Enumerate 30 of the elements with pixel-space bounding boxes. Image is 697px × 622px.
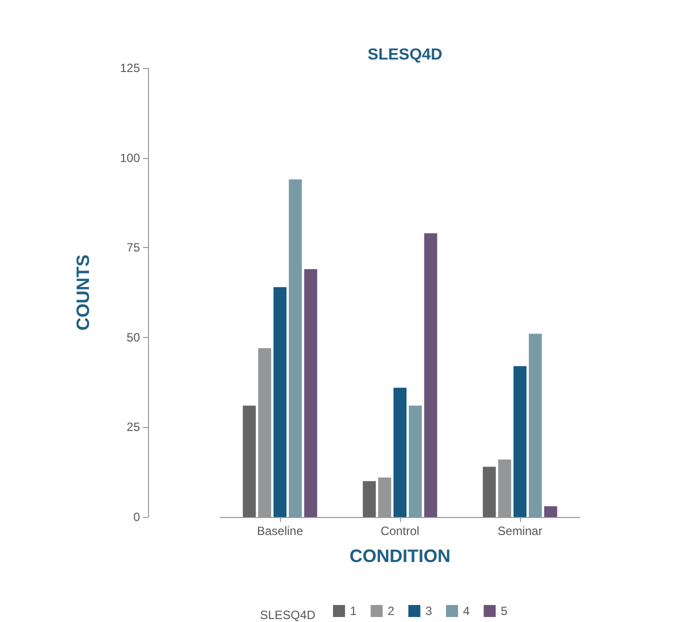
bar — [242, 406, 256, 517]
bar — [514, 366, 526, 517]
bar — [424, 233, 438, 517]
bar — [362, 481, 376, 517]
y-tick-label: 100 — [120, 150, 140, 165]
x-tick-label: Control — [380, 524, 420, 538]
y-tick-label: 25 — [126, 420, 140, 434]
bar — [304, 269, 318, 517]
y-axis-title: COUNTS — [73, 254, 93, 330]
chart-title: SLESQ4D — [368, 46, 442, 64]
legend-label: 1 — [350, 604, 357, 618]
x-axis-title: CONDITION — [350, 546, 450, 566]
x-tick-label: Baseline — [256, 524, 304, 538]
y-tick-label: 0 — [133, 510, 140, 524]
y-tick-label: 75 — [126, 240, 140, 255]
bar — [394, 388, 406, 517]
legend-label: 5 — [500, 604, 508, 618]
legend-label: 4 — [463, 604, 470, 618]
y-tick-label: 125 — [120, 61, 140, 75]
legend-title: SLESQ4D — [260, 608, 316, 622]
bar — [482, 466, 496, 517]
x-tick-label: Seminar — [498, 524, 542, 538]
bar — [274, 287, 286, 517]
bar — [408, 406, 422, 517]
y-tick-label: 50 — [126, 330, 140, 344]
bar — [528, 334, 542, 517]
bar — [288, 179, 302, 517]
legend-label: 2 — [388, 604, 395, 618]
legend-label: 3 — [425, 604, 432, 618]
bar — [544, 506, 558, 517]
